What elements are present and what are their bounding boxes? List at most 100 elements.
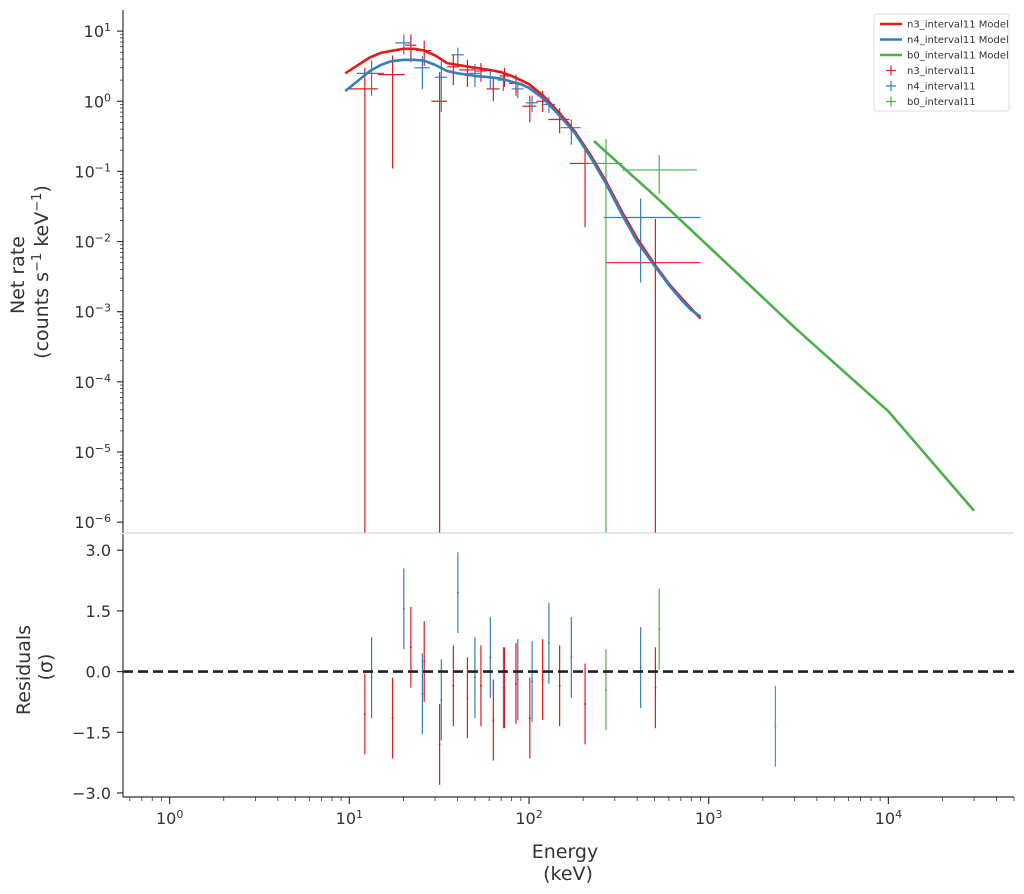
x-tick-label: 103 [695, 808, 722, 829]
residual-data-layer [363, 552, 777, 785]
residual-marker [423, 660, 426, 663]
residual-point-n3_interval11 [492, 679, 495, 761]
residual-point-n3_interval11 [409, 606, 412, 688]
legend: n3_interval11 Model n4_interval11 Model b0… [873, 13, 1010, 112]
residual-point-n3_interval11 [466, 657, 469, 739]
residual-marker [438, 743, 441, 746]
residual-point-n3_interval11 [479, 645, 482, 727]
top-panel: 10−6 10−5 10−4 10−3 10−2 10−1 100 101 Net rate … [7, 10, 1014, 534]
data-point-n3_interval11 [459, 59, 475, 87]
model-curve-b0_interval11 Model [593, 140, 976, 512]
legend-label: n3_interval11 [907, 66, 976, 77]
residual-point-n3_interval11 [514, 643, 517, 725]
residual-point-n3_interval11 [558, 645, 561, 727]
residual-marker [604, 688, 607, 691]
residual-point-b0_interval11 [658, 588, 661, 670]
data-point-n4_interval11 [395, 34, 412, 55]
residual-marker [409, 646, 412, 649]
data-point-n3_interval11 [377, 55, 405, 169]
residual-marker [421, 692, 424, 695]
residual-point-n4_interval11 [370, 637, 373, 719]
legend-label: n3_interval11 Model [907, 20, 1009, 31]
residual-y-tick-label: 1.5 [86, 602, 111, 621]
data-point-n3_interval11 [499, 67, 510, 87]
data-point-n3_interval11 [431, 72, 448, 533]
residual-point-n4_interval11 [547, 602, 550, 684]
residual-marker [456, 591, 459, 594]
residual-point-b0_interval11 [774, 685, 777, 767]
x-axis-title: Energy (keV) [532, 841, 605, 885]
data-point-n3_interval11 [522, 95, 537, 123]
residual-marker [502, 686, 505, 689]
x-tick-label: 101 [336, 808, 363, 829]
residual-marker [570, 656, 573, 659]
residual-point-n3_interval11 [528, 677, 531, 759]
residual-point-n3_interval11 [541, 639, 544, 721]
residual-marker [466, 696, 469, 699]
data-point-n4_interval11 [435, 61, 448, 113]
residual-marker [516, 678, 519, 681]
residual-point-n4_interval11 [402, 568, 405, 650]
x-tick-label: 104 [875, 808, 902, 829]
residual-point-n3_interval11 [423, 620, 426, 702]
x-tick-label: 102 [515, 808, 542, 829]
top-model-layer [344, 47, 976, 512]
legend-label: n4_interval11 Model [907, 35, 1009, 46]
residual-marker [479, 684, 482, 687]
residual-point-n3_interval11 [584, 663, 587, 745]
y-tick-label: 10−6 [74, 512, 111, 533]
residual-marker [473, 676, 476, 679]
data-point-n3_interval11 [349, 67, 378, 533]
bottom-y-axis-title: Residuals (σ) [13, 619, 57, 715]
model-curve-n3_interval11 Model [344, 47, 702, 320]
data-point-n3_interval11 [447, 54, 460, 86]
residual-marker [440, 698, 443, 701]
residual-point-n3_interval11 [452, 645, 455, 727]
y-tick-label: 10−3 [74, 301, 111, 322]
data-point-n3_interval11 [474, 63, 487, 82]
residual-marker [639, 666, 642, 669]
data-point-n4_interval11 [525, 95, 538, 113]
y-tick-label: 100 [84, 91, 111, 112]
data-point-n4_interval11 [560, 119, 581, 145]
residual-y-tick-label: −1.5 [72, 723, 111, 742]
residual-marker [391, 717, 394, 720]
data-point-n3_interval11 [569, 144, 599, 228]
residual-y-tick-label: 3.0 [86, 541, 111, 560]
data-point-n4_interval11 [356, 60, 385, 96]
data-point-b0_interval11 [588, 138, 623, 533]
residual-point-n4_interval11 [421, 653, 424, 735]
residual-marker [584, 702, 587, 705]
top-data-layer [349, 34, 701, 533]
residual-y-tick-label: 0.0 [86, 663, 111, 682]
data-point-n3_interval11 [486, 78, 500, 102]
residual-point-n4_interval11 [570, 616, 573, 698]
model-curve-n4_interval11 Model [344, 58, 702, 318]
residual-point-n4_interval11 [502, 647, 505, 729]
residual-point-n4_interval11 [489, 616, 492, 698]
residual-point-n4_interval11 [531, 641, 534, 723]
y-tick-label: 10−1 [74, 161, 111, 182]
residual-point-b0_interval11 [604, 649, 607, 731]
residual-marker [370, 676, 373, 679]
legend-label: n4_interval11 [907, 82, 976, 93]
legend-box [873, 13, 1010, 112]
residual-marker [541, 678, 544, 681]
residual-marker [489, 656, 492, 659]
y-tick-label: 10−5 [74, 441, 111, 462]
top-y-axis-title: Net rate (counts s−1 keV−1) [7, 185, 53, 359]
x-tick-label: 100 [156, 808, 183, 829]
legend-label: b0_interval11 Model [907, 51, 1009, 62]
residual-point-n3_interval11 [438, 703, 441, 785]
data-point-n4_interval11 [603, 198, 701, 283]
residual-point-n3_interval11 [391, 677, 394, 759]
residual-marker [363, 713, 366, 716]
residual-point-n4_interval11 [473, 637, 476, 719]
residual-point-n4_interval11 [456, 552, 459, 634]
residual-marker [452, 684, 455, 687]
residual-marker [558, 684, 561, 687]
residual-marker [774, 725, 777, 728]
residual-marker [547, 642, 550, 645]
bottom-panel: 3.0 1.5 0.0 −1.5 −3.0 100 101 102 103 104 Residua… [13, 534, 1015, 885]
